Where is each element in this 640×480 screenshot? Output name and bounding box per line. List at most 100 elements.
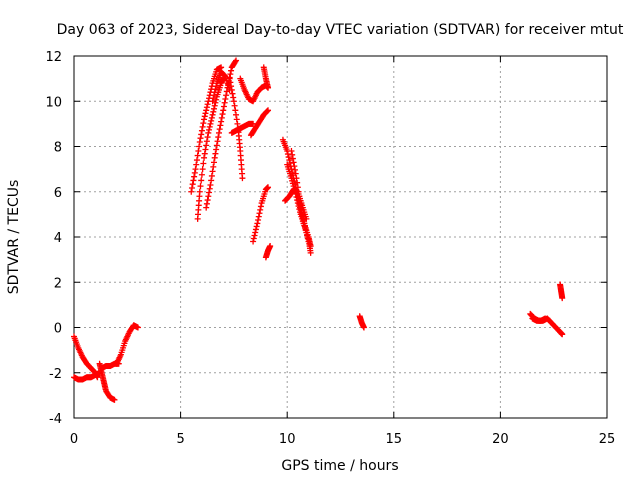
- data-point: [204, 197, 211, 204]
- series-arc-h: [247, 107, 272, 139]
- data-point: [203, 142, 210, 149]
- data-point: [213, 83, 220, 90]
- data-point: [299, 209, 306, 216]
- series-arc-early-3: [96, 360, 118, 403]
- data-point: [223, 92, 230, 99]
- data-point: [188, 184, 195, 191]
- series-arc-j: [262, 243, 274, 261]
- data-point: [190, 177, 197, 184]
- data-point: [198, 131, 205, 138]
- data-point: [214, 138, 221, 145]
- data-point: [209, 168, 216, 175]
- data-point: [257, 206, 264, 213]
- data-point: [194, 152, 201, 159]
- data-point: [291, 163, 298, 170]
- data-point: [218, 114, 225, 121]
- x-axis-label: GPS time / hours: [281, 458, 398, 474]
- data-point: [217, 122, 224, 129]
- data-point: [198, 171, 205, 178]
- series-arc-d: [209, 68, 233, 105]
- chart-title: Day 063 of 2023, Sidereal Day-to-day VTE…: [57, 22, 624, 38]
- data-point: [201, 154, 208, 161]
- data-point: [251, 232, 258, 239]
- data-point: [212, 150, 219, 157]
- data-point: [203, 107, 210, 114]
- x-tick-label: 0: [70, 432, 78, 447]
- data-point: [213, 142, 220, 149]
- y-tick-label: 4: [54, 231, 62, 246]
- data-point: [222, 95, 229, 102]
- data-point: [292, 166, 299, 173]
- data-point: [208, 114, 215, 121]
- data-point: [265, 107, 272, 114]
- series-arc-e: [226, 75, 246, 182]
- data-point: [188, 188, 195, 195]
- grid-lines: [74, 56, 607, 418]
- data-point: [196, 143, 203, 150]
- data-point: [201, 113, 208, 120]
- data-point: [216, 126, 223, 133]
- data-point: [201, 150, 208, 157]
- data-point: [193, 157, 200, 164]
- y-tick-labels: -4 -2 0 2 4 6 8 10 12: [45, 50, 62, 427]
- x-tick-label: 15: [386, 432, 403, 447]
- data-point: [220, 103, 227, 110]
- data-point: [301, 223, 308, 230]
- data-point: [205, 193, 212, 200]
- series-arc-early-2: [71, 369, 103, 383]
- data-point: [208, 172, 215, 179]
- data-point: [255, 217, 262, 224]
- data-point: [229, 90, 236, 97]
- data-point: [196, 138, 203, 145]
- data-point: [212, 86, 219, 93]
- data-point: [206, 126, 213, 133]
- y-tick-label: -4: [49, 412, 62, 427]
- data-point: [206, 185, 213, 192]
- data-point: [207, 120, 214, 127]
- data-point: [205, 129, 212, 136]
- data-point: [294, 184, 301, 191]
- data-point: [264, 108, 271, 115]
- data-point: [197, 183, 204, 190]
- data-point: [286, 157, 293, 164]
- data-point: [230, 94, 237, 101]
- series-arc-g2: [260, 64, 272, 91]
- series-arc-q: [529, 315, 549, 324]
- data-point: [204, 101, 211, 108]
- data-point: [211, 102, 218, 109]
- x-tick-label: 5: [176, 432, 184, 447]
- y-tick-label: 12: [45, 50, 62, 65]
- data-point: [206, 189, 213, 196]
- data-point: [228, 67, 235, 74]
- data-point: [302, 226, 309, 233]
- data-point: [295, 188, 302, 195]
- data-point: [254, 220, 261, 227]
- data-point: [231, 102, 238, 109]
- data-point: [203, 138, 210, 145]
- data-point: [293, 194, 300, 201]
- data-point: [542, 315, 549, 322]
- data-point: [210, 108, 217, 115]
- data-point: [233, 111, 240, 118]
- data-point: [202, 146, 209, 153]
- data-point: [211, 105, 218, 112]
- data-point: [267, 243, 274, 250]
- x-tick-labels: 0 5 10 15 20 25: [70, 432, 615, 447]
- data-point: [192, 166, 199, 173]
- data-point: [233, 57, 240, 64]
- data-point: [289, 155, 296, 162]
- data-point: [134, 324, 141, 331]
- data-point: [288, 148, 295, 155]
- series-arc-n: [288, 148, 312, 245]
- data-point: [265, 184, 272, 191]
- data-point: [215, 134, 222, 141]
- series-arc-p: [527, 310, 566, 338]
- data-point: [193, 161, 200, 168]
- data-point: [208, 117, 215, 124]
- data-point: [198, 127, 205, 134]
- data-point: [213, 146, 220, 153]
- data-point: [360, 324, 367, 331]
- data-point: [191, 173, 198, 180]
- data-point: [284, 151, 291, 158]
